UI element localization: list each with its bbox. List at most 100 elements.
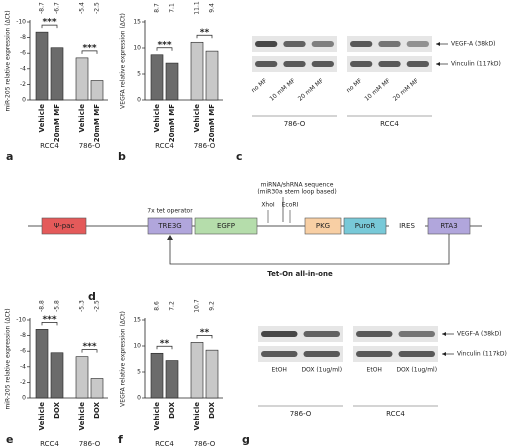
significance-bracket	[196, 335, 213, 339]
significance-bracket	[41, 24, 58, 29]
group-label: 786-O	[79, 142, 101, 150]
x-tick-label: Vehicle	[193, 104, 201, 133]
band-arrowhead	[436, 62, 440, 66]
data-label: -2.5	[94, 2, 101, 14]
blot-band	[406, 41, 429, 47]
cell-line-label: RCC4	[380, 120, 399, 128]
significance-bracket	[196, 34, 213, 39]
significance-label: ***	[82, 43, 96, 53]
group-label: 786-O	[194, 440, 216, 448]
bar	[205, 50, 219, 101]
x-tick-label: Vehicle	[38, 104, 46, 133]
blot-band	[311, 61, 334, 67]
y-tick-label: 15	[133, 19, 141, 26]
element-label: IRES	[399, 222, 415, 230]
x-tick-label: 20mM MF	[53, 104, 61, 142]
bar	[90, 378, 104, 399]
data-label: -8.8	[39, 300, 46, 312]
group-label: RCC4	[155, 142, 174, 150]
bar	[50, 47, 64, 101]
element-box	[41, 217, 87, 235]
y-tick-label: -6	[20, 348, 26, 355]
group-label: 786-O	[194, 142, 216, 150]
element-box	[343, 217, 387, 235]
panel-letter: c	[236, 150, 243, 163]
element-box	[389, 218, 425, 234]
bar	[35, 329, 49, 399]
group-label: RCC4	[40, 142, 59, 150]
data-label: -8.7	[39, 2, 46, 14]
data-label: 7.1	[169, 3, 176, 13]
blot-band	[255, 61, 278, 67]
y-tick-label: 15	[133, 317, 141, 324]
data-label: 7.2	[169, 301, 176, 311]
panel-letter: f	[118, 433, 123, 446]
blot-strip	[353, 346, 438, 362]
lane-label: 20 mM MF	[297, 77, 326, 103]
bar	[190, 342, 204, 399]
panel-letter: g	[242, 433, 250, 446]
bar	[165, 62, 179, 101]
lane-label: 10 mM MF	[268, 77, 297, 103]
data-label: -6.7	[54, 2, 61, 14]
blot-band	[356, 351, 393, 357]
blot-band	[261, 351, 298, 357]
significance-bracket	[156, 345, 173, 350]
data-label: 9.2	[209, 301, 216, 311]
y-tick-label: -10	[16, 19, 26, 26]
group-label: 786-O	[79, 440, 101, 448]
significance-label: **	[200, 28, 210, 38]
x-tick-label: DOX	[93, 401, 101, 419]
x-tick-label: DOX	[53, 401, 61, 419]
y-tick-label: -2	[20, 379, 26, 386]
x-tick-label: DOX	[168, 401, 176, 419]
blot-strip	[258, 346, 343, 362]
y-axis-label: miR-205 relative expression (ΔCt)	[5, 308, 12, 409]
x-tick-label: DOX	[208, 401, 216, 419]
cell-line-label: 786-O	[284, 120, 306, 128]
blot-band	[350, 61, 373, 67]
significance-bracket	[41, 322, 58, 326]
blot-band	[398, 331, 435, 337]
lane-label: EtOH	[367, 367, 382, 374]
element-label: TRE3G	[157, 222, 181, 230]
significance-label: ***	[82, 342, 96, 352]
data-label: -5.8	[54, 300, 61, 312]
cell-line-label: RCC4	[386, 410, 405, 418]
significance-label: ***	[42, 18, 56, 28]
site-label: XhoI	[261, 202, 275, 209]
cell-line-label: 786-O	[290, 410, 312, 418]
panel-letter: e	[6, 433, 13, 446]
significance-label: ***	[42, 315, 56, 325]
y-tick-label: -8	[20, 34, 26, 41]
y-tick-label: -10	[16, 317, 26, 324]
lane-label: DOX (1ug/ml)	[396, 367, 437, 374]
blot-band	[283, 61, 306, 67]
element-label: PuroR	[355, 222, 376, 230]
y-tick-label: 10	[133, 45, 141, 52]
bracket	[169, 234, 450, 265]
y-tick-label: 10	[133, 343, 141, 350]
significance-bracket	[156, 47, 173, 51]
significance-label: **	[200, 328, 210, 338]
band-label: VEGF-A (38kD)	[457, 331, 501, 338]
y-tick-label: 0	[22, 395, 26, 402]
y-axis-label: VEGFA relative expression (ΔCt)	[120, 13, 127, 109]
lane-label: 10 mM MF	[363, 77, 392, 103]
blot-band	[398, 351, 435, 357]
y-tick-label: 0	[137, 97, 141, 104]
y-tick-label: -6	[20, 50, 26, 57]
blot-band	[378, 41, 401, 47]
blot-band	[406, 61, 429, 67]
bar	[150, 54, 164, 101]
element-label: EGFP	[217, 222, 235, 230]
data-label: 9.4	[209, 3, 216, 13]
bar	[165, 360, 179, 399]
significance-label: **	[160, 339, 170, 349]
bar	[75, 57, 89, 101]
blot-band	[311, 41, 334, 47]
y-tick-label: 5	[137, 369, 141, 376]
band-arrowhead	[442, 352, 446, 356]
x-tick-label: 20mM MF	[93, 104, 101, 142]
band-label: VEGF-A (38kD)	[451, 41, 495, 48]
